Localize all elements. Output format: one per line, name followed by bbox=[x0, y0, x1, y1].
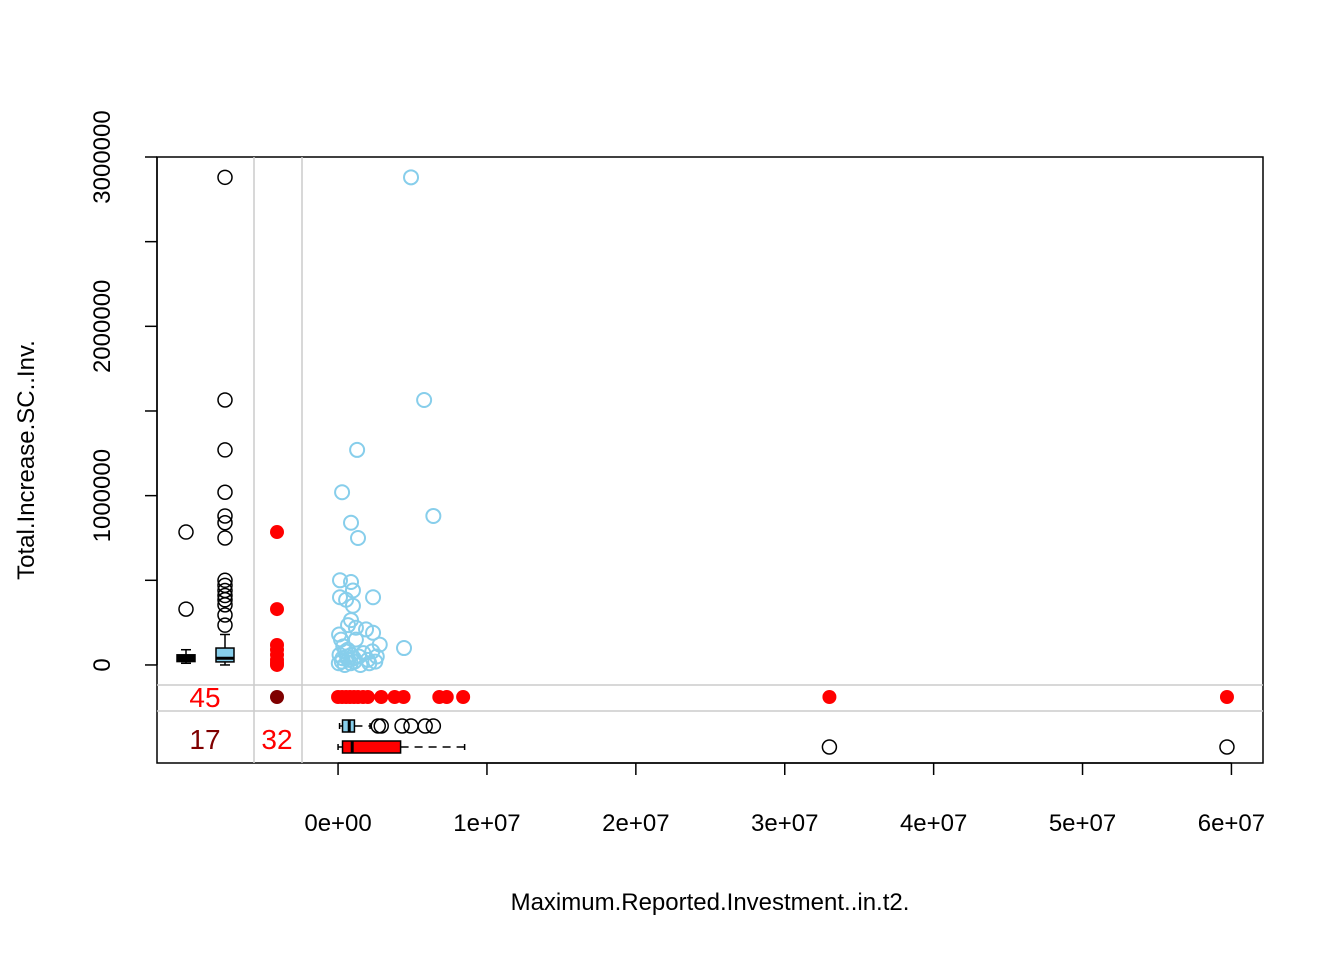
outlier bbox=[394, 718, 410, 734]
outlier bbox=[217, 587, 233, 604]
missing-y-point bbox=[396, 690, 411, 704]
x-tick-label: 2e+07 bbox=[602, 810, 669, 837]
y-tick-label: 0 bbox=[89, 658, 116, 671]
point bbox=[364, 643, 381, 660]
outlier bbox=[373, 718, 389, 734]
missing-y-point bbox=[1219, 690, 1234, 704]
missing-x-point bbox=[270, 657, 284, 672]
point bbox=[425, 507, 442, 524]
point bbox=[416, 391, 433, 408]
both-missing-point bbox=[270, 690, 284, 704]
point bbox=[340, 617, 357, 634]
outlier bbox=[403, 718, 419, 734]
y-axis-label: Total.Increase.SC..Inv. bbox=[13, 340, 40, 580]
point bbox=[403, 169, 420, 186]
count-label: 32 bbox=[261, 724, 292, 755]
outlier bbox=[217, 597, 233, 613]
point bbox=[367, 653, 384, 670]
x-tick-label: 5e+07 bbox=[1049, 810, 1116, 837]
x-tick-label: 3e+07 bbox=[751, 810, 818, 837]
outlier bbox=[178, 601, 194, 617]
missing-y-point bbox=[439, 690, 454, 704]
point bbox=[344, 582, 361, 599]
point bbox=[331, 572, 348, 589]
missing-y-point bbox=[374, 690, 389, 704]
plot-box bbox=[156, 156, 1264, 764]
outlier bbox=[425, 718, 442, 734]
count-label: 45 bbox=[189, 682, 220, 713]
outlier bbox=[217, 514, 233, 531]
outlier bbox=[417, 718, 433, 734]
outlier bbox=[217, 484, 233, 501]
outlier bbox=[370, 718, 387, 734]
missing-x-point bbox=[270, 602, 284, 617]
x-tick-label: 4e+07 bbox=[900, 810, 967, 837]
y-tick-label: 1000000 bbox=[89, 449, 116, 542]
outlier bbox=[821, 739, 838, 755]
outlier bbox=[217, 592, 233, 608]
missing-y-point bbox=[456, 690, 471, 704]
outlier bbox=[217, 508, 233, 524]
box bbox=[341, 740, 402, 754]
outlier bbox=[217, 169, 233, 186]
outlier bbox=[217, 572, 233, 589]
outlier bbox=[217, 392, 233, 408]
missing-y-point bbox=[360, 690, 375, 704]
point bbox=[334, 484, 351, 501]
y-tick-label: 3000000 bbox=[89, 110, 116, 203]
x-tick-label: 6e+07 bbox=[1198, 810, 1265, 837]
x-tick-label: 0e+00 bbox=[304, 810, 371, 837]
point bbox=[365, 589, 382, 606]
outlier bbox=[1219, 739, 1235, 755]
count-label: 17 bbox=[189, 724, 220, 755]
point bbox=[338, 648, 355, 665]
point bbox=[347, 631, 364, 648]
point bbox=[352, 656, 369, 673]
y-tick-label: 2000000 bbox=[89, 280, 116, 373]
point bbox=[347, 619, 364, 636]
outlier bbox=[217, 617, 233, 633]
point bbox=[349, 441, 366, 458]
x-tick-label: 1e+07 bbox=[453, 810, 520, 837]
outlier bbox=[178, 524, 194, 540]
missing-x-point bbox=[270, 525, 284, 540]
x-axis-label: Maximum.Reported.Investment..in.t2. bbox=[511, 889, 910, 916]
missing-y-point bbox=[822, 690, 837, 704]
outlier bbox=[217, 530, 233, 546]
outlier bbox=[217, 442, 233, 458]
box bbox=[215, 647, 235, 663]
point bbox=[335, 638, 352, 655]
point bbox=[365, 624, 382, 641]
point bbox=[343, 514, 360, 531]
point bbox=[350, 529, 367, 546]
outlier bbox=[217, 607, 233, 623]
point bbox=[343, 573, 360, 590]
point bbox=[396, 640, 413, 657]
